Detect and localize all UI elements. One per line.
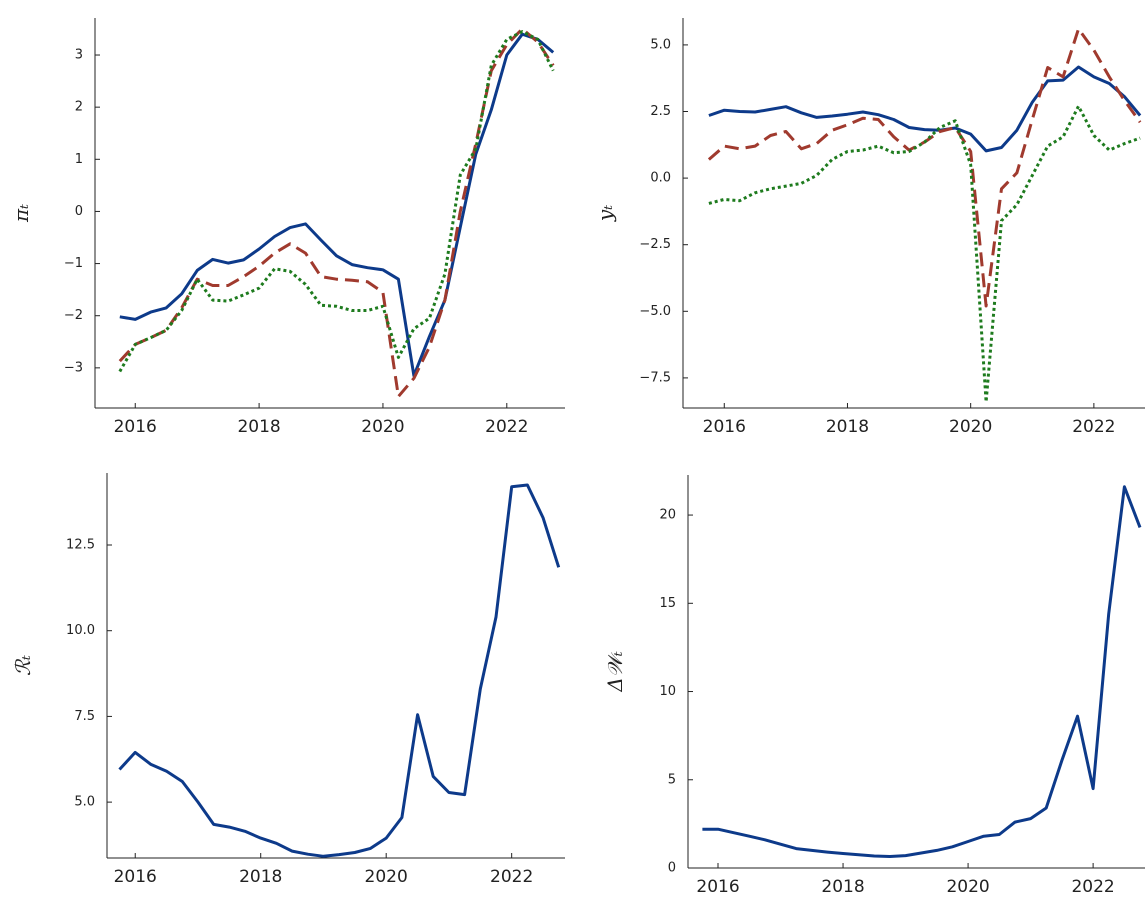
- y-tick-label: −2.5: [639, 237, 671, 252]
- x-tick-label: 2022: [1072, 417, 1115, 437]
- y-tick-label: 20: [659, 508, 676, 523]
- y-axis-label: yₜ: [593, 205, 617, 222]
- x-tick-label: 2018: [237, 417, 280, 437]
- x-tick-label: 2020: [946, 877, 989, 897]
- x-tick-label: 2020: [361, 417, 404, 437]
- y-tick-label: 1: [75, 152, 83, 167]
- y-tick-label: −5.0: [639, 304, 671, 319]
- y-tick-label: 0: [75, 204, 83, 219]
- y-axis-label: Δ𝒲ₜ: [603, 651, 627, 692]
- y-tick-label: 2: [75, 100, 83, 115]
- y-tick-label: 10: [659, 684, 676, 699]
- series-line: [702, 485, 1142, 858]
- y-tick-label: 10.0: [66, 623, 95, 638]
- series-line: [708, 104, 1141, 404]
- y-tick-label: 0.0: [650, 171, 671, 186]
- x-tick-label: 2018: [826, 417, 869, 437]
- x-tick-label: 2018: [821, 877, 864, 897]
- y-tick-label: 15: [659, 596, 676, 611]
- x-tick-label: 2020: [949, 417, 992, 437]
- x-tick-label: 2022: [485, 417, 528, 437]
- y-tick-label: 7.5: [74, 709, 95, 724]
- x-tick-label: 2020: [365, 867, 408, 887]
- y-axis-label: πₜ: [9, 204, 33, 223]
- y-tick-label: −3: [64, 360, 83, 375]
- y-tick-label: 5: [668, 772, 676, 787]
- y-tick-label: 5.0: [650, 37, 671, 52]
- y-tick-label: 5.0: [74, 795, 95, 810]
- x-tick-label: 2016: [696, 877, 739, 897]
- x-tick-label: 2016: [114, 417, 157, 437]
- x-tick-label: 2016: [703, 417, 746, 437]
- y-tick-label: 2.5: [650, 104, 671, 119]
- y-tick-label: 0: [668, 861, 676, 876]
- series-line: [118, 483, 561, 858]
- y-axis-label: ℛₜ: [11, 655, 35, 676]
- x-tick-label: 2018: [239, 867, 282, 887]
- x-tick-label: 2016: [114, 867, 157, 887]
- series-line: [708, 65, 1142, 153]
- series-line: [119, 32, 555, 378]
- y-tick-label: −7.5: [639, 370, 671, 385]
- series-line: [118, 30, 555, 373]
- y-tick-label: 12.5: [66, 537, 95, 552]
- y-tick-label: 3: [75, 48, 83, 63]
- x-tick-label: 2022: [1071, 877, 1114, 897]
- x-tick-label: 2022: [490, 867, 533, 887]
- y-tick-label: −2: [64, 308, 83, 323]
- y-tick-label: −1: [64, 256, 83, 271]
